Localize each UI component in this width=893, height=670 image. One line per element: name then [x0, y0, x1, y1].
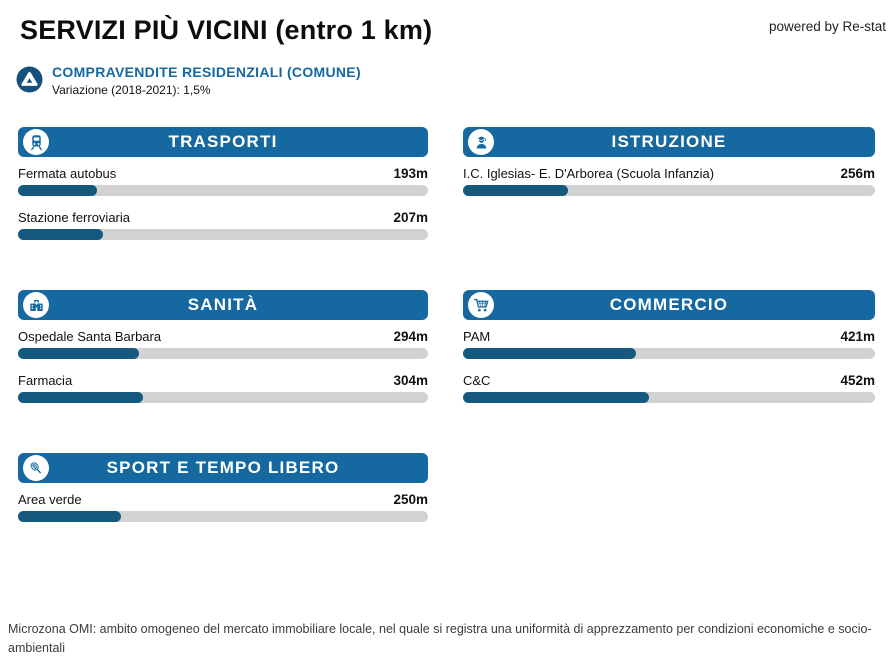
panel-header: SPORT E TEMPO LIBERO — [18, 453, 428, 483]
distance-bar-fill — [18, 392, 143, 403]
panel-header: COMMERCIO — [463, 290, 875, 320]
panel-trasporti: TRASPORTI Fermata autobus 193m Stazione fe… — [18, 127, 428, 240]
distance-bar-track — [463, 185, 875, 196]
panel-title: ISTRUZIONE — [611, 132, 727, 151]
distance-bar-fill — [18, 511, 121, 522]
panel-items: PAM 421m C&C 452m — [463, 329, 875, 403]
powered-by-label: powered by Re-stat — [768, 19, 886, 34]
service-distance: 421m — [840, 329, 875, 344]
panel-items: Fermata autobus 193m Stazione ferroviaria 2… — [18, 166, 428, 240]
panel-items: Ospedale Santa Barbara 294m Farmacia 304m — [18, 329, 428, 403]
service-label: Area verde — [18, 492, 82, 507]
service-distance: 207m — [393, 210, 428, 225]
distance-bar-fill — [18, 185, 98, 196]
panel-header: SANITÀ — [18, 290, 428, 320]
distance-bar-track — [463, 348, 875, 359]
variation-delta-icon — [16, 66, 43, 93]
service-item: Fermata autobus 193m — [18, 166, 428, 196]
panel-title: TRASPORTI — [168, 132, 278, 151]
distance-bar-fill — [463, 185, 569, 196]
service-label: C&C — [463, 373, 491, 388]
panel-title: COMMERCIO — [609, 295, 729, 314]
microzona-note: Microzona OMI: ambito omogeneo del merca… — [8, 622, 872, 655]
distance-bar-fill — [18, 348, 139, 359]
compravendite-section: COMPRAVENDITE RESIDENZIALI (COMUNE) Vari… — [16, 64, 361, 97]
page-title: SERVIZI PIÙ VICINI (entro 1 km) — [20, 15, 433, 45]
service-label: Fermata autobus — [18, 166, 117, 181]
service-item: Farmacia 304m — [18, 373, 428, 403]
cart-icon — [468, 292, 494, 318]
panel-items: Area verde 250m — [18, 492, 428, 522]
panel-sanit-: SANITÀ Ospedale Santa Barbara 294m Farmaci… — [18, 290, 428, 403]
panel-header: ISTRUZIONE — [463, 127, 875, 157]
service-label: PAM — [463, 329, 491, 344]
panel-istruzione: ISTRUZIONE I.C. Iglesias- E. D'Arborea (… — [463, 127, 875, 196]
distance-bar-track — [18, 348, 428, 359]
distance-bar-fill — [463, 392, 650, 403]
service-item: Ospedale Santa Barbara 294m — [18, 329, 428, 359]
variazione-label: Variazione (2018-2021): 1,5% — [52, 83, 211, 97]
service-item: C&C 452m — [463, 373, 875, 403]
panels-grid: TRASPORTI Fermata autobus 193m Stazione fe… — [18, 127, 875, 522]
service-label: Stazione ferroviaria — [18, 210, 130, 225]
distance-bar-track — [463, 392, 875, 403]
service-label: I.C. Iglesias- E. D'Arborea (Scuola Infa… — [463, 166, 715, 181]
compravendite-title: COMPRAVENDITE RESIDENZIALI (COMUNE) — [52, 64, 361, 80]
distance-bar-track — [18, 511, 428, 522]
distance-bar-fill — [18, 229, 103, 240]
student-icon — [468, 129, 494, 155]
service-distance: 256m — [840, 166, 875, 181]
service-distance: 304m — [393, 373, 428, 388]
panel-title: SPORT E TEMPO LIBERO — [106, 458, 340, 477]
distance-bar-fill — [463, 348, 637, 359]
service-distance: 452m — [840, 373, 875, 388]
panel-title: SANITÀ — [187, 295, 259, 314]
racket-icon — [23, 455, 49, 481]
service-label: Farmacia — [18, 373, 73, 388]
service-label: Ospedale Santa Barbara — [18, 329, 162, 344]
panel-sport-e-tempo-libero: SPORT E TEMPO LIBERO Area verde 250m — [18, 453, 428, 522]
service-item: Stazione ferroviaria 207m — [18, 210, 428, 240]
panel-items: I.C. Iglesias- E. D'Arborea (Scuola Infa… — [463, 166, 875, 196]
hospital-icon — [23, 292, 49, 318]
service-distance: 250m — [393, 492, 428, 507]
service-distance: 193m — [393, 166, 428, 181]
panel-commercio: COMMERCIO PAM 421m C&C 452m — [463, 290, 875, 403]
distance-bar-track — [18, 392, 428, 403]
service-item: Area verde 250m — [18, 492, 428, 522]
distance-bar-track — [18, 229, 428, 240]
distance-bar-track — [18, 185, 428, 196]
panel-header: TRASPORTI — [18, 127, 428, 157]
service-item: PAM 421m — [463, 329, 875, 359]
train-icon — [23, 129, 49, 155]
service-item: I.C. Iglesias- E. D'Arborea (Scuola Infa… — [463, 166, 875, 196]
service-distance: 294m — [393, 329, 428, 344]
